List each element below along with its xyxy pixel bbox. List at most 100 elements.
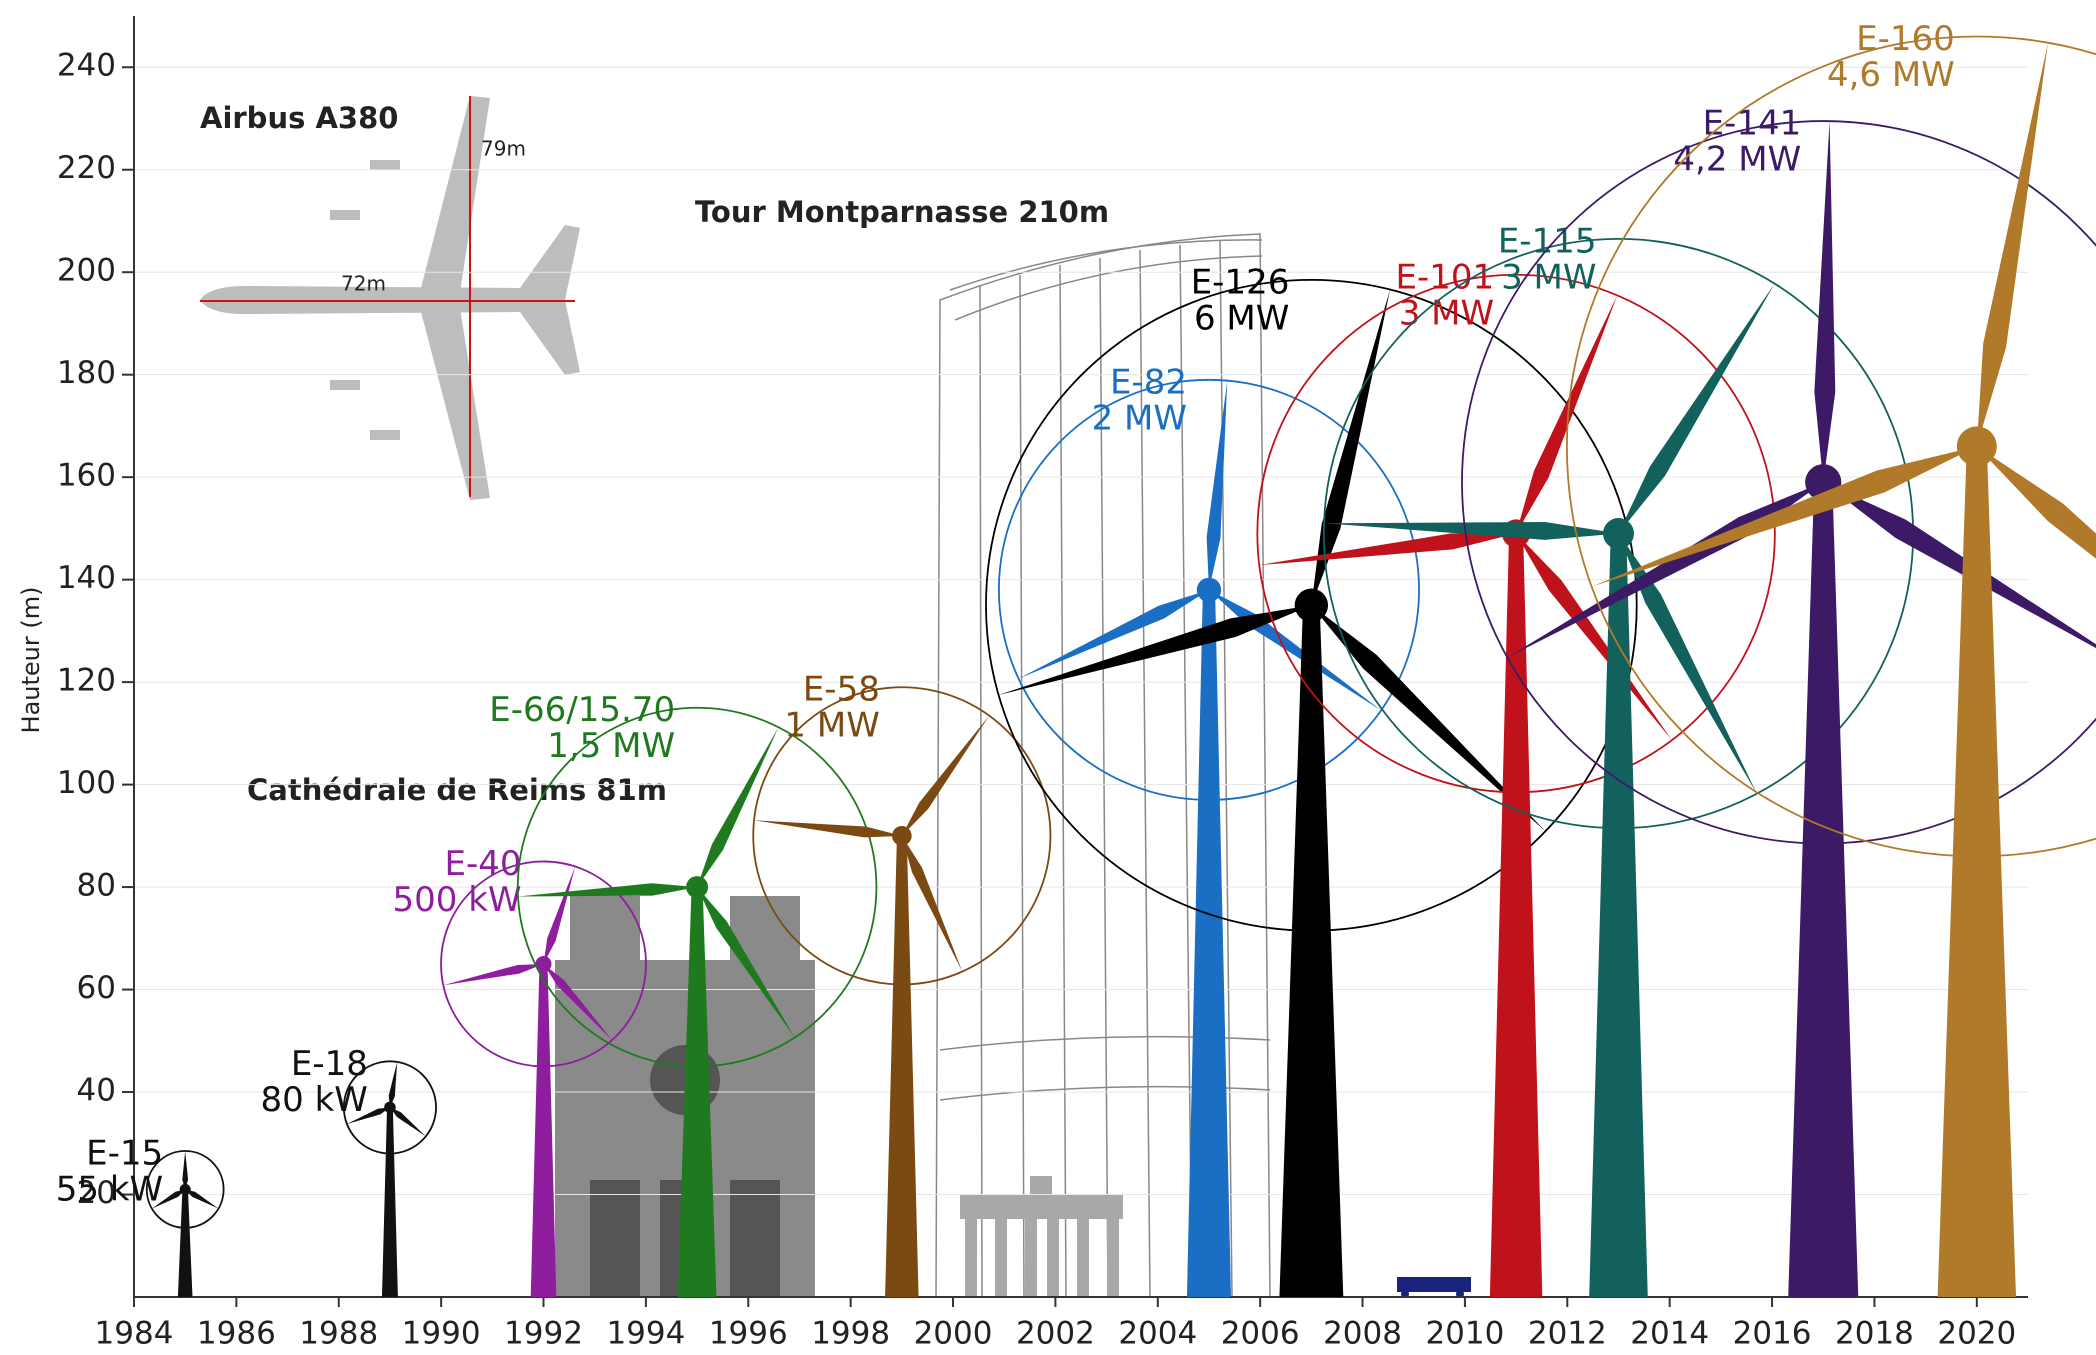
blade bbox=[1823, 482, 2096, 649]
x-tick-label: 2012 bbox=[1528, 1316, 1607, 1352]
turbine-name: E-18 bbox=[291, 1044, 368, 1084]
blade bbox=[1976, 446, 2096, 559]
blade bbox=[1618, 533, 1757, 794]
x-tick-label: 2000 bbox=[914, 1316, 993, 1352]
turbine-power: 1 MW bbox=[784, 706, 879, 746]
hub bbox=[892, 826, 912, 846]
blade bbox=[697, 727, 779, 888]
x-tick-label: 1994 bbox=[606, 1316, 685, 1352]
blade bbox=[517, 883, 698, 897]
tower bbox=[1589, 533, 1648, 1297]
turbine-name: E-126 bbox=[1191, 262, 1290, 302]
x-tick-label: 2016 bbox=[1733, 1316, 1812, 1352]
y-tick-label: 20 bbox=[77, 1175, 116, 1211]
hub bbox=[384, 1101, 396, 1114]
hub bbox=[535, 955, 552, 972]
blade bbox=[1591, 446, 1977, 587]
tower bbox=[1489, 533, 1543, 1297]
turbine-power: 80 kW bbox=[261, 1080, 368, 1120]
blade bbox=[1311, 289, 1391, 606]
annotation: 79m bbox=[481, 137, 526, 161]
x-tick-label: 2002 bbox=[1016, 1316, 1095, 1352]
hub bbox=[179, 1183, 191, 1195]
tower bbox=[1279, 605, 1344, 1297]
blade bbox=[1516, 533, 1672, 741]
tower bbox=[381, 1107, 398, 1297]
annotation: Tour Montparnasse 210m bbox=[695, 195, 1109, 229]
tower bbox=[177, 1189, 193, 1297]
tower-building bbox=[935, 233, 1271, 1298]
tower bbox=[885, 835, 919, 1297]
blade bbox=[1206, 380, 1228, 590]
blade bbox=[1814, 121, 1836, 483]
blade bbox=[1324, 522, 1619, 540]
tower bbox=[530, 963, 557, 1297]
hub bbox=[1196, 577, 1222, 603]
blade bbox=[1259, 533, 1517, 566]
tower bbox=[677, 887, 717, 1297]
turbine-name: E-160 bbox=[1856, 19, 1955, 59]
blade bbox=[1618, 283, 1775, 534]
x-tick-label: 2020 bbox=[1937, 1316, 2016, 1352]
blade bbox=[346, 1107, 390, 1124]
turbine-name: E-58 bbox=[803, 670, 880, 710]
y-tick-label: 100 bbox=[57, 765, 116, 801]
turbine-name: E-15 bbox=[86, 1133, 163, 1173]
y-tick-label: 240 bbox=[57, 48, 116, 84]
turbine-name: E-66/15.70 bbox=[489, 690, 675, 730]
blade bbox=[151, 1189, 186, 1209]
y-axis-label: Hauteur (m) bbox=[17, 587, 45, 734]
blade bbox=[543, 866, 576, 964]
tower bbox=[1937, 446, 2017, 1297]
blade bbox=[1516, 295, 1618, 534]
x-tick-label: 1990 bbox=[402, 1316, 481, 1352]
x-tick-label: 1992 bbox=[504, 1316, 583, 1352]
y-tick-label: 80 bbox=[77, 868, 116, 904]
blade bbox=[185, 1189, 219, 1209]
truck bbox=[1397, 1277, 1471, 1298]
turbine-name: E-82 bbox=[1110, 362, 1187, 402]
x-tick-label: 1986 bbox=[197, 1316, 276, 1352]
x-tick-label: 2014 bbox=[1630, 1316, 1709, 1352]
x-tick-label: 1984 bbox=[95, 1316, 174, 1352]
x-tick-label: 1996 bbox=[709, 1316, 788, 1352]
turbine-power: 55 kW bbox=[56, 1169, 163, 1209]
blade bbox=[388, 1061, 398, 1108]
turbine-power: 1,5 MW bbox=[547, 726, 675, 766]
x-tick-label: 1988 bbox=[299, 1316, 378, 1352]
turbine-power: 500 kW bbox=[392, 880, 521, 920]
y-tick-label: 60 bbox=[77, 970, 116, 1006]
y-tick-label: 200 bbox=[57, 253, 116, 289]
x-tick-label: 2018 bbox=[1835, 1316, 1914, 1352]
blade bbox=[389, 1107, 426, 1137]
blade bbox=[1311, 605, 1546, 832]
x-tick-label: 2006 bbox=[1221, 1316, 1300, 1352]
hub bbox=[1294, 588, 1329, 622]
turbine-power: 3 MW bbox=[1399, 293, 1494, 333]
x-tick-label: 1998 bbox=[811, 1316, 890, 1352]
y-tick-label: 220 bbox=[57, 150, 116, 186]
turbine-name: E-115 bbox=[1498, 221, 1597, 261]
y-tick-label: 40 bbox=[77, 1073, 116, 1109]
annotation: Airbus A380 bbox=[200, 101, 398, 135]
y-tick-label: 180 bbox=[57, 355, 116, 391]
hub bbox=[1602, 518, 1634, 550]
blade bbox=[697, 887, 795, 1038]
blade bbox=[1018, 589, 1209, 679]
blade bbox=[1976, 42, 2048, 447]
hub bbox=[1956, 426, 1997, 467]
plot: 20 40 60 80 100 120 140 160 180 200 220 240 1984 1986… bbox=[56, 16, 2096, 1352]
turbine-name: E-101 bbox=[1395, 257, 1494, 297]
turbine-name: E-40 bbox=[444, 844, 521, 884]
tower bbox=[1788, 482, 1859, 1297]
turbine-name: E-141 bbox=[1703, 104, 1802, 144]
blade bbox=[901, 835, 963, 972]
hub bbox=[686, 876, 709, 899]
blade bbox=[754, 820, 902, 838]
turbine-power: 2 MW bbox=[1092, 398, 1187, 438]
x-tick-label: 2004 bbox=[1118, 1316, 1197, 1352]
y-tick-label: 120 bbox=[57, 663, 116, 699]
gate bbox=[960, 1176, 1123, 1297]
blade bbox=[901, 715, 990, 836]
